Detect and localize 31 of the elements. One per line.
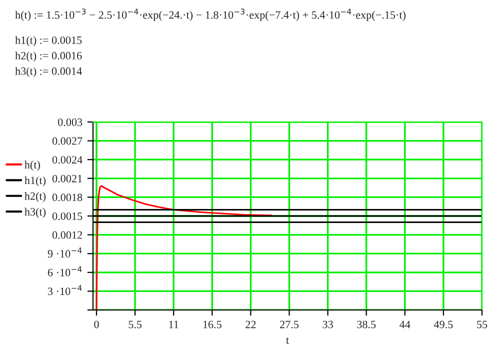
line-series (96, 185, 272, 310)
x-tick-label: 49.5 (434, 320, 453, 328)
x-tick-label: 55 (477, 320, 488, 328)
x-tick-label: 33 (322, 320, 333, 328)
x-tick-label: 38.5 (357, 320, 376, 328)
x-tick-label: 27.5 (280, 320, 299, 328)
legend-label: h(t) (24, 160, 40, 171)
y-tick-label: 0.0018 (52, 194, 82, 202)
y-tick-label: 0.0021 (52, 174, 82, 182)
text: h3(t) := 0.0014 (15, 67, 82, 78)
x-tick-label: 5.5 (128, 320, 142, 328)
x-tick-label: 11 (169, 320, 178, 328)
y-tick-label: 6 ·10$^{−4}$ (48, 266, 82, 276)
x-tick-label: 22 (246, 320, 256, 328)
legend-label: h3(t) (24, 208, 46, 218)
text: h(t) := 1.5·10$^{−3}$ − 2.5·10$^{−4}$·exp(−24.·t) − 1.8·10$^{−3}$·exp(−7.4·t) + 5.4·10$^{−4}$·exp(−.15·t) (15, 8, 406, 21)
y-tick-label: 0.0024 (52, 156, 82, 164)
x-tick-label: 44 (400, 320, 410, 328)
x-axis-title: t (286, 338, 289, 344)
y-tick-label: 0.0015 (52, 212, 82, 220)
text: h1(t) := 0.0015 (15, 36, 82, 46)
y-tick-label: 0.003 (58, 118, 82, 126)
text: h2(t) := 0.0016 (15, 52, 82, 62)
legend-label: h1(t) (24, 176, 46, 186)
y-tick-label: 0.0012 (52, 231, 82, 239)
x-tick-label: 16.5 (203, 320, 222, 328)
y-tick-label: 3 ·10$^{−4}$ (48, 285, 82, 296)
legend-label: h2(t) (24, 192, 46, 202)
y-tick-label: 0.0027 (52, 137, 82, 145)
x-tick-label: 0 (94, 320, 99, 328)
y-tick-label: 9 ·10$^{−4}$ (48, 247, 82, 258)
